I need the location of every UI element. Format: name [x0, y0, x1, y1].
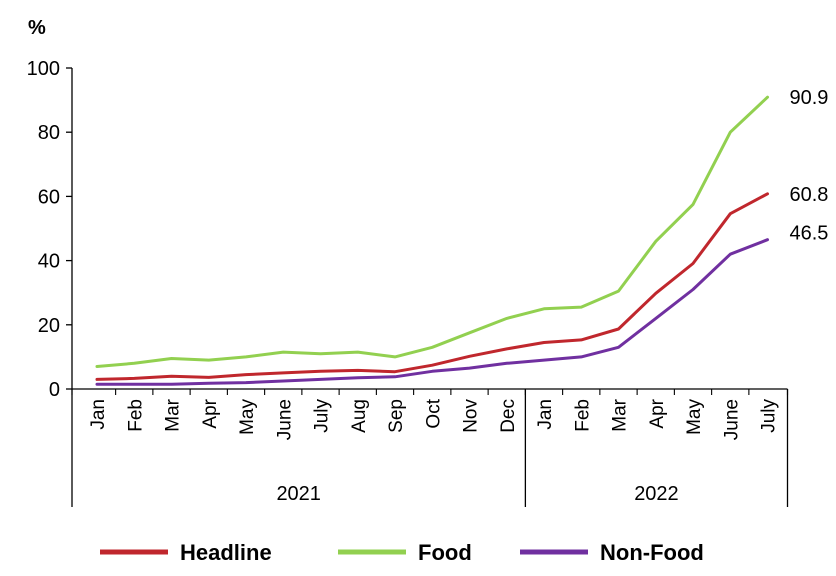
legend: Headline Food Non-Food — [100, 540, 704, 565]
series-line-food — [97, 97, 768, 366]
x-tick-label: June — [274, 399, 295, 440]
x-tick-label: Jan — [535, 399, 556, 430]
legend-label-non-food: Non-Food — [600, 540, 704, 565]
series-layer — [97, 97, 768, 384]
end-labels: 60.8 90.9 46.5 — [790, 87, 829, 245]
x-tick-label: Aug — [349, 399, 370, 433]
x-tick-label: Jan — [88, 399, 109, 430]
y-axis: 0 20 40 60 80 100 — [27, 58, 72, 401]
y-tick-label: 60 — [38, 186, 60, 208]
x-tick-label: June — [721, 399, 742, 440]
series-line-headline — [97, 194, 768, 380]
x-tick-label: Oct — [423, 398, 444, 428]
year-group-label: 2021 — [276, 483, 321, 505]
y-axis-unit-label: % — [28, 17, 46, 39]
series-line-non-food — [97, 240, 768, 385]
x-tick-label: Dec — [498, 399, 519, 433]
x-tick-label: Mar — [610, 398, 631, 431]
x-tick-label: Nov — [461, 399, 482, 433]
x-tick-label: July — [759, 399, 780, 433]
year-group-label: 2022 — [634, 483, 679, 505]
end-value-label-food: 90.9 — [790, 87, 829, 109]
x-tick-label: July — [312, 399, 333, 433]
x-tick-label: May — [684, 399, 705, 435]
y-tick-label: 80 — [38, 122, 60, 144]
x-tick-label: Mar — [163, 398, 184, 431]
end-value-label-non-food: 46.5 — [790, 223, 829, 245]
x-tick-label: Sep — [386, 399, 407, 433]
x-tick-label: Apr — [200, 398, 221, 428]
x-axis: Jan Feb Mar Apr May June July Aug Sep Oct Nov Dec Ja… — [72, 389, 788, 507]
y-tick-label: 20 — [38, 315, 60, 337]
x-tick-label: Feb — [572, 399, 593, 432]
x-tick-label: Feb — [125, 399, 146, 432]
end-value-label-headline: 60.8 — [790, 184, 829, 206]
y-tick-label: 0 — [49, 379, 60, 401]
x-tick-label: Apr — [647, 398, 668, 428]
y-tick-label: 40 — [38, 251, 60, 273]
legend-label-headline: Headline — [180, 540, 272, 565]
legend-label-food: Food — [418, 540, 472, 565]
x-tick-label: May — [237, 399, 258, 435]
y-tick-label: 100 — [27, 58, 60, 80]
